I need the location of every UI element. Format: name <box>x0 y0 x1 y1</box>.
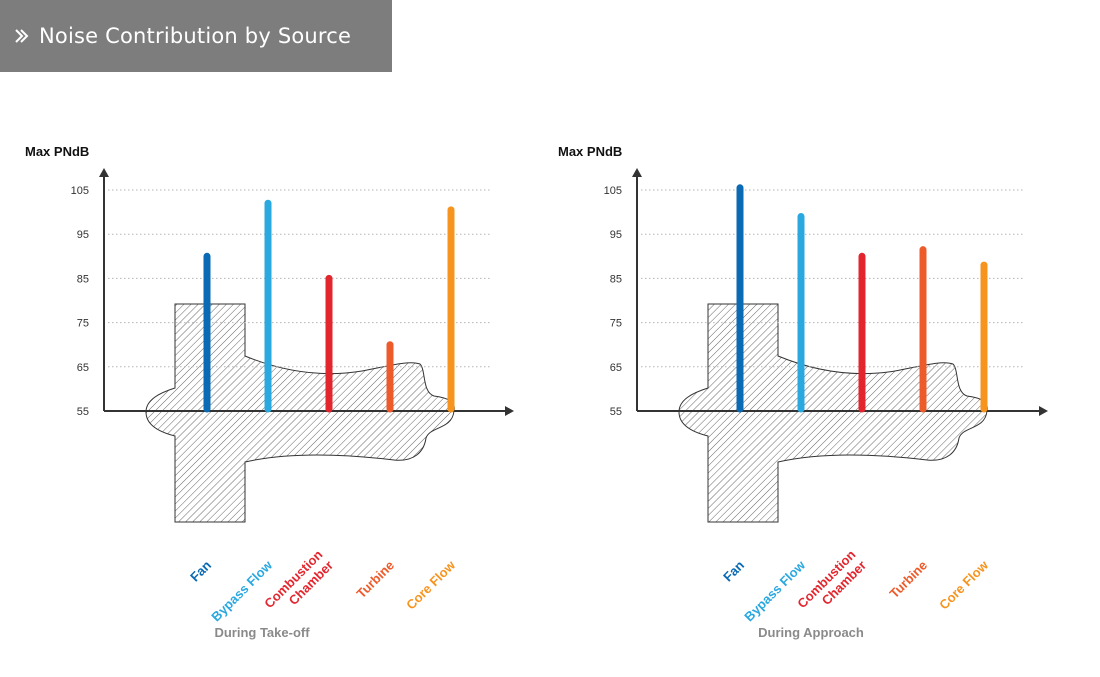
y-axis-arrow <box>632 168 642 177</box>
y-tick-label: 75 <box>610 318 622 330</box>
category-label: Turbine <box>886 558 930 602</box>
category-label: Bypass Flow <box>208 557 275 624</box>
y-axis-label: Max PNdB <box>558 144 622 159</box>
y-tick-label: 85 <box>610 273 622 285</box>
category-label: Fan <box>720 557 747 584</box>
category-label: Fan <box>187 557 214 584</box>
category-label: Bypass Flow <box>741 557 808 624</box>
category-label: Turbine <box>353 558 397 602</box>
y-tick-label: 65 <box>77 362 89 374</box>
category-label: CombustionChamber <box>261 547 336 622</box>
x-axis-arrow <box>1039 406 1048 416</box>
double-chevron-right-icon <box>15 29 29 43</box>
x-axis-arrow <box>505 406 514 416</box>
y-tick-label: 105 <box>604 185 622 197</box>
y-tick-label: 55 <box>610 406 622 418</box>
y-tick-label: 75 <box>77 318 89 330</box>
y-axis-arrow <box>99 168 109 177</box>
category-label: Core Flow <box>936 557 992 613</box>
page-title: Noise Contribution by Source <box>39 24 352 48</box>
header-banner: Noise Contribution by Source <box>0 0 392 72</box>
y-tick-label: 95 <box>610 229 622 241</box>
category-label: Core Flow <box>403 557 459 613</box>
engine-silhouette <box>145 303 455 523</box>
y-tick-label: 85 <box>77 273 89 285</box>
chart-caption: During Take-off <box>214 625 310 640</box>
y-tick-label: 105 <box>71 185 89 197</box>
y-tick-label: 55 <box>77 406 89 418</box>
y-axis-label: Max PNdB <box>25 144 89 159</box>
category-label: CombustionChamber <box>794 547 869 622</box>
y-tick-label: 65 <box>610 362 622 374</box>
y-tick-label: 95 <box>77 229 89 241</box>
chart-caption: During Approach <box>758 625 864 640</box>
engine-silhouette <box>678 303 988 523</box>
